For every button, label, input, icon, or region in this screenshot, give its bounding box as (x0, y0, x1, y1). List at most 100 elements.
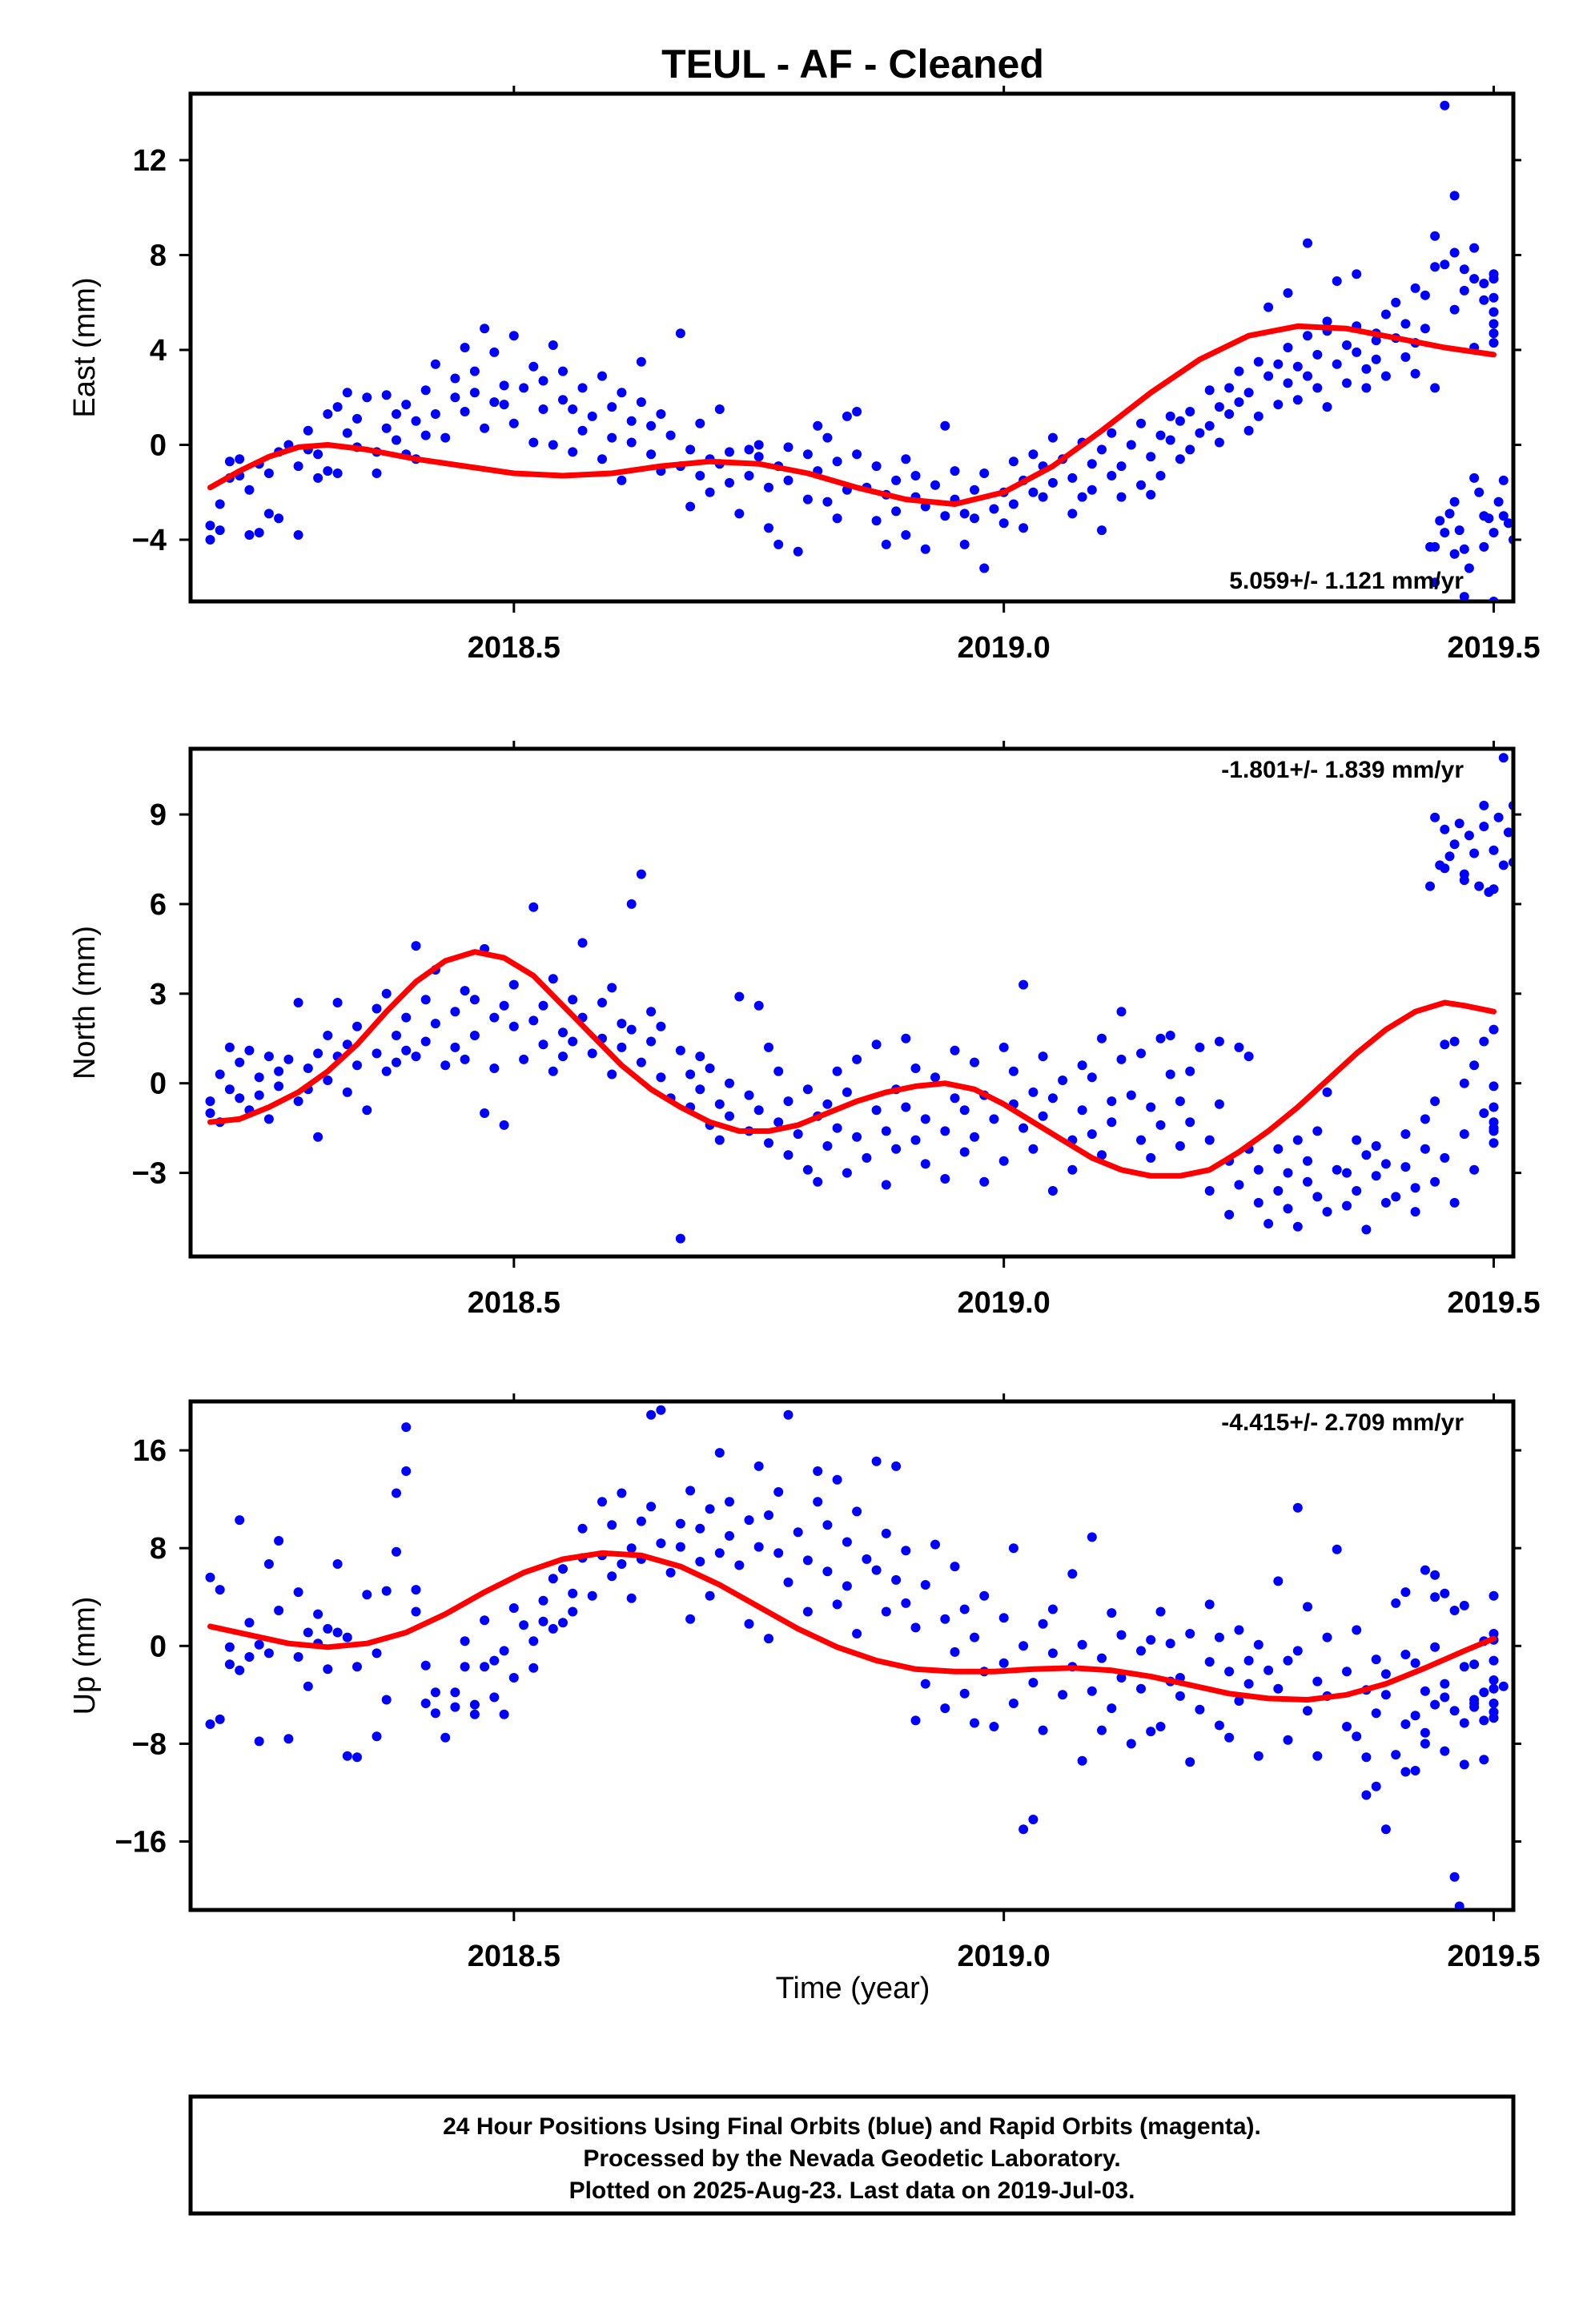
east-data-point (1430, 383, 1440, 393)
north-data-point (832, 1066, 842, 1076)
north-data-point (617, 1042, 627, 1052)
north-data-point (1459, 1078, 1469, 1088)
up-data-point (920, 1580, 930, 1590)
east-data-point (508, 331, 519, 341)
east-data-point (979, 468, 990, 478)
north-data-point (1352, 1135, 1362, 1145)
east-data-point (1332, 276, 1342, 286)
east-data-point (508, 418, 519, 428)
north-data-point (411, 941, 421, 951)
east-data-point (1380, 371, 1391, 381)
north-data-point (1489, 1024, 1499, 1035)
up-data-point (323, 1664, 333, 1675)
up-data-point (1008, 1543, 1018, 1554)
up-data-point (959, 1688, 970, 1699)
east-data-point (1107, 428, 1117, 438)
north-data-point (420, 1036, 431, 1047)
north-data-point (959, 1105, 970, 1116)
east-data-point (802, 494, 813, 505)
north-data-point (1155, 1033, 1166, 1043)
east-data-point (656, 409, 666, 419)
up-data-point (283, 1734, 294, 1744)
up-data-point (597, 1497, 607, 1507)
north-data-point (392, 1057, 401, 1068)
north-data-point (950, 1093, 960, 1104)
north-data-point (832, 1123, 842, 1133)
east-data-point (891, 475, 902, 485)
up-data-point (528, 1636, 539, 1647)
north-data-point (617, 1019, 627, 1029)
up-data-point (205, 1572, 215, 1582)
east-data-point (323, 409, 333, 419)
north-data-point (881, 1126, 891, 1136)
east-data-point (1136, 480, 1146, 490)
up-data-point (1371, 1655, 1381, 1665)
north-data-point (1352, 1186, 1362, 1196)
north-data-point (1509, 858, 1512, 867)
up-data-point (519, 1620, 529, 1630)
up-data-point (1322, 1632, 1332, 1642)
up-data-point (793, 1527, 803, 1538)
north-data-point (1126, 1090, 1136, 1100)
north-data-point (1469, 1164, 1480, 1175)
east-data-point (1509, 535, 1512, 545)
up-data-point (998, 1613, 1009, 1623)
north-data-point (1165, 1031, 1175, 1040)
north-data-point (274, 1066, 284, 1076)
north-data-point (675, 1233, 685, 1244)
north-data-point (813, 1176, 823, 1187)
east-data-point (1097, 444, 1107, 455)
up-data-point (215, 1585, 225, 1595)
east-data-point (832, 513, 842, 524)
east-data-point (1273, 359, 1284, 369)
east-data-point (342, 428, 352, 438)
north-data-point (753, 1105, 764, 1116)
east-data-point (342, 388, 352, 398)
east-data-point (519, 383, 529, 393)
north-data-point (235, 1093, 245, 1104)
east-data-point (1454, 525, 1464, 536)
up-data-point (1234, 1625, 1244, 1635)
north-data-point (1440, 1152, 1450, 1163)
east-data-point (597, 371, 607, 381)
north-y-axis-label: North (mm) (68, 926, 102, 1080)
north-data-point (1303, 1176, 1312, 1187)
up-data-point (940, 1703, 950, 1714)
east-data-point (1449, 191, 1460, 201)
north-data-point (1234, 1042, 1244, 1052)
up-data-point (411, 1606, 421, 1617)
north-data-point (1425, 881, 1435, 891)
north-data-point (1087, 1072, 1097, 1083)
north-data-point (1410, 1183, 1420, 1193)
up-data-point (1155, 1722, 1166, 1731)
north-data-point (469, 1031, 480, 1040)
east-data-point (558, 395, 568, 405)
east-data-point (420, 385, 431, 396)
north-data-point (303, 1063, 313, 1073)
north-data-point (372, 1003, 382, 1014)
up-data-point (1449, 1706, 1460, 1716)
up-data-point (362, 1590, 372, 1600)
up-data-point (1430, 1642, 1440, 1652)
north-data-point (313, 1132, 323, 1142)
north-data-point (342, 1087, 352, 1097)
up-data-point (1018, 1824, 1029, 1835)
east-data-point (332, 402, 343, 412)
up-data-point (1204, 1599, 1215, 1610)
north-data-point (440, 1060, 451, 1071)
north-data-point (862, 1152, 872, 1163)
up-data-point (773, 1487, 784, 1497)
north-data-point (1058, 1076, 1068, 1085)
east-data-point (1493, 497, 1504, 507)
east-data-point (1410, 283, 1420, 293)
up-data-point (1146, 1727, 1156, 1737)
north-data-point (1008, 1066, 1018, 1076)
east-data-point (568, 404, 578, 414)
up-data-point (1459, 1600, 1469, 1610)
east-data-point (323, 466, 333, 476)
north-y-tick-label: 0 (150, 1068, 167, 1101)
up-data-point (764, 1634, 773, 1644)
north-data-point (1234, 1180, 1244, 1190)
up-y-tick-label: 0 (150, 1630, 167, 1663)
north-data-point (1420, 1114, 1430, 1124)
